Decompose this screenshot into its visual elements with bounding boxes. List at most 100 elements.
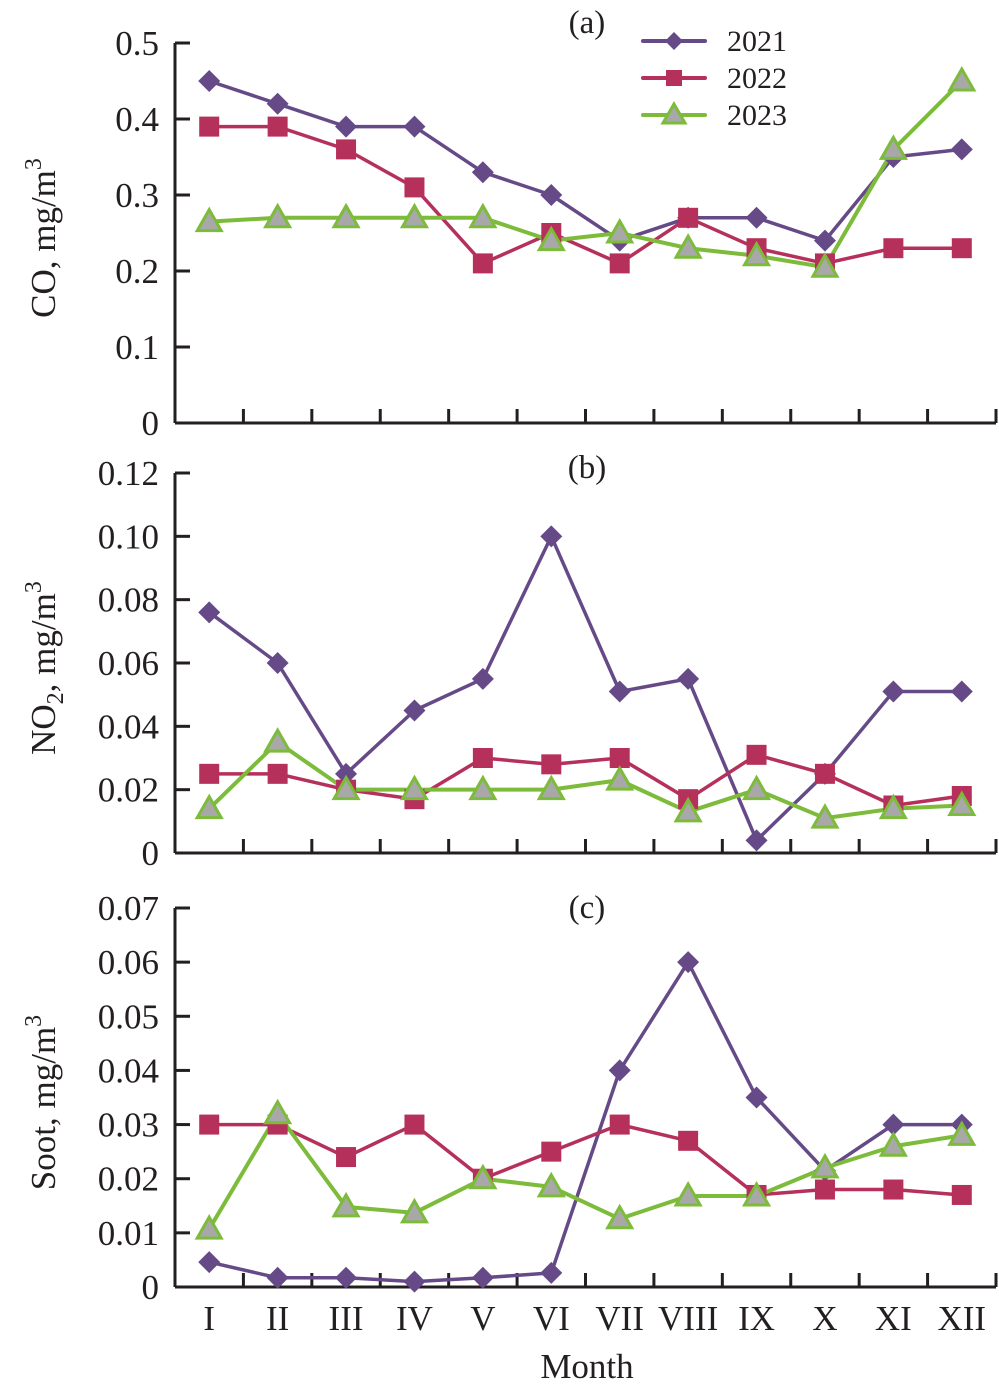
y-tick-label: 0.04 xyxy=(98,1051,159,1090)
series-markers-2022 xyxy=(199,116,972,274)
triangle-marker xyxy=(331,1191,361,1218)
y-tick-label: 0.10 xyxy=(98,517,159,556)
square-marker xyxy=(678,1130,699,1151)
x-axis-title: Month xyxy=(540,1347,634,1386)
legend-label: 2021 xyxy=(727,25,787,58)
x-tick-label: XI xyxy=(875,1299,912,1338)
triangle-marker xyxy=(399,1197,430,1224)
y-tick-label: 0.02 xyxy=(98,771,159,810)
series-line-2023 xyxy=(207,740,962,821)
triangle-marker xyxy=(263,1098,293,1125)
y-tick-label: 0 xyxy=(142,404,160,443)
y-tick-label: 0.03 xyxy=(98,1106,159,1145)
diamond-marker xyxy=(403,115,426,138)
triangle-marker xyxy=(741,774,772,801)
diamond-marker xyxy=(608,1059,631,1082)
y-tick-label: 0.5 xyxy=(115,24,159,63)
y-tick-label: 0.06 xyxy=(98,644,159,683)
square-marker xyxy=(267,116,288,137)
triangle-marker xyxy=(536,1171,566,1198)
diamond-marker xyxy=(677,667,700,690)
diamond-marker xyxy=(403,699,426,722)
panel-label: (b) xyxy=(568,450,606,486)
triangle-marker xyxy=(399,202,430,229)
x-tick-label: IV xyxy=(396,1299,433,1338)
diamond-marker xyxy=(745,206,768,229)
diamond-marker xyxy=(198,70,221,92)
square-marker xyxy=(541,1141,562,1162)
y-axis-title: CO, mg/m3 xyxy=(21,158,63,318)
diamond-marker xyxy=(540,184,563,206)
x-tick-label: VI xyxy=(533,1299,570,1338)
triangle-marker xyxy=(605,1203,635,1230)
triangle-marker xyxy=(536,774,566,801)
triangle-marker xyxy=(263,202,293,229)
y-tick-label: 0.3 xyxy=(115,176,159,215)
series-line-2022 xyxy=(209,1122,962,1197)
series-line-2022 xyxy=(209,753,963,808)
diamond-marker xyxy=(471,161,494,184)
triangle-marker xyxy=(263,727,293,753)
y-tick-label: 0.4 xyxy=(115,100,159,139)
series-line-2022 xyxy=(209,124,962,266)
y-tick-label: 0 xyxy=(142,834,160,873)
y-tick-label: 0.1 xyxy=(115,328,159,367)
series-line-2021 xyxy=(208,79,962,243)
triangle-marker xyxy=(878,793,908,820)
series-markers-2023 xyxy=(194,1098,977,1240)
legend-entry-2023: 2023 xyxy=(641,99,787,132)
x-tick-label: II xyxy=(266,1299,289,1338)
square-marker xyxy=(199,116,220,137)
diamond-marker xyxy=(335,1266,358,1289)
square-marker xyxy=(199,1114,220,1135)
triangle-marker xyxy=(536,225,566,252)
triangle-marker xyxy=(810,803,840,829)
diamond-marker xyxy=(677,951,700,974)
x-tick-label: XII xyxy=(937,1299,986,1338)
square-marker xyxy=(609,748,630,768)
square-marker xyxy=(678,207,699,228)
square-marker xyxy=(951,1184,972,1205)
square-marker xyxy=(336,139,357,160)
triangle-marker xyxy=(947,65,977,92)
x-axis-labels: I II III IV V VI VII VIII IX X XI XII xyxy=(203,1299,986,1338)
triangle-marker xyxy=(194,793,224,820)
diamond-marker xyxy=(266,1266,289,1289)
square-marker xyxy=(609,253,630,274)
diamond-marker xyxy=(198,601,221,624)
square-marker xyxy=(666,70,682,86)
legend-label: 2023 xyxy=(727,99,787,132)
diamond-marker xyxy=(540,1261,563,1284)
y-tick-label: 0.02 xyxy=(98,1160,159,1199)
square-marker xyxy=(472,748,493,768)
triangle-marker xyxy=(673,233,703,259)
series-line-2023 xyxy=(209,79,964,270)
triangle-marker xyxy=(741,1181,772,1207)
y-tick-label: 0.01 xyxy=(98,1214,159,1253)
triangle-marker xyxy=(194,206,224,233)
diamond-marker xyxy=(745,1086,768,1109)
triangle-marker xyxy=(878,1131,908,1157)
triangle-marker xyxy=(468,1163,498,1190)
square-marker xyxy=(814,1179,835,1200)
x-tick-label: V xyxy=(470,1299,495,1338)
triangle-marker xyxy=(947,790,977,816)
square-marker xyxy=(199,763,220,784)
series-markers-2023 xyxy=(194,727,977,829)
diamond-marker xyxy=(403,1270,426,1293)
diamond-marker xyxy=(471,1266,494,1289)
x-tick-label: III xyxy=(329,1299,364,1338)
diamond-marker xyxy=(813,229,836,252)
series-line-2023 xyxy=(207,1111,963,1231)
triangle-marker xyxy=(947,1120,977,1146)
y-tick-label: 0.2 xyxy=(115,252,159,291)
series-line-2021 xyxy=(208,960,962,1284)
diamond-marker xyxy=(471,667,494,690)
y-axis-title: NO2, mg/m3 xyxy=(21,581,69,755)
triangle-marker xyxy=(673,796,703,823)
triangle-marker xyxy=(331,202,361,229)
square-marker xyxy=(746,744,767,765)
triangle-marker xyxy=(468,202,498,229)
panel-soot: 0 0.01 0.02 0.03 0.04 0.05 0.06 0.07 Soot, mg/m3… xyxy=(21,889,998,1307)
diamond-marker xyxy=(266,92,289,115)
